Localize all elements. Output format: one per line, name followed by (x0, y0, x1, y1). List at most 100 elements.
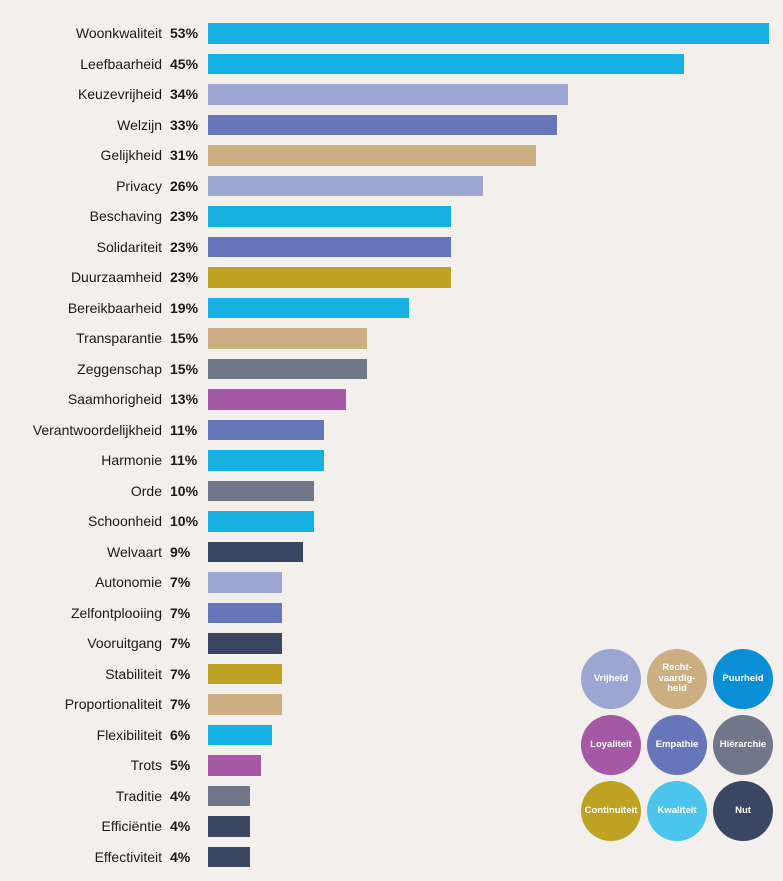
bar-row: Keuzevrijheid34% (0, 79, 783, 110)
bar-label: Privacy (0, 178, 170, 194)
bar-track (208, 842, 783, 873)
bar-fill (208, 389, 346, 410)
bar-track (208, 384, 783, 415)
bar-label: Flexibiliteit (0, 727, 170, 743)
bar-fill (208, 481, 314, 502)
bar-row: Welzijn33% (0, 110, 783, 141)
bar-row: Transparantie15% (0, 323, 783, 354)
bar-row: Saamhorigheid13% (0, 384, 783, 415)
bar-label: Autonomie (0, 574, 170, 590)
bar-track (208, 415, 783, 446)
bar-track (208, 537, 783, 568)
bar-track (208, 506, 783, 537)
bar-label: Welzijn (0, 117, 170, 133)
bar-track (208, 171, 783, 202)
bar-track (208, 445, 783, 476)
bar-row: Harmonie11% (0, 445, 783, 476)
bar-value: 11% (170, 452, 208, 468)
legend-item: Loyaliteit (581, 715, 641, 775)
bar-label: Keuzevrijheid (0, 86, 170, 102)
bar-fill (208, 633, 282, 654)
bar-value: 26% (170, 178, 208, 194)
bar-track (208, 232, 783, 263)
bar-fill (208, 786, 250, 807)
bar-value: 4% (170, 818, 208, 834)
bar-label: Bereikbaarheid (0, 300, 170, 316)
bar-fill (208, 54, 684, 75)
legend-item: Continuïteit (581, 781, 641, 841)
bar-fill (208, 267, 451, 288)
bar-row: Duurzaamheid23% (0, 262, 783, 293)
bar-row: Privacy26% (0, 171, 783, 202)
legend-item: Kwaliteit (647, 781, 707, 841)
bar-row: Zelfontplooiing7% (0, 598, 783, 629)
bar-track (208, 49, 783, 80)
bar-value: 7% (170, 605, 208, 621)
bar-fill (208, 603, 282, 624)
bar-value: 19% (170, 300, 208, 316)
bar-label: Verantwoordelijkheid (0, 422, 170, 438)
bar-fill (208, 84, 568, 105)
bar-value: 23% (170, 269, 208, 285)
bar-row: Zeggenschap15% (0, 354, 783, 385)
bar-fill (208, 694, 282, 715)
bar-value: 10% (170, 483, 208, 499)
bar-label: Efficiëntie (0, 818, 170, 834)
bar-label: Duurzaamheid (0, 269, 170, 285)
bar-value: 6% (170, 727, 208, 743)
bar-fill (208, 450, 324, 471)
bar-label: Schoonheid (0, 513, 170, 529)
bar-value: 23% (170, 239, 208, 255)
bar-track (208, 79, 783, 110)
legend-item: Empathie (647, 715, 707, 775)
bar-fill (208, 420, 324, 441)
bar-row: Autonomie7% (0, 567, 783, 598)
bar-fill (208, 176, 483, 197)
bar-value: 45% (170, 56, 208, 72)
bar-value: 53% (170, 25, 208, 41)
bar-row: Bereikbaarheid19% (0, 293, 783, 324)
bar-track (208, 201, 783, 232)
bar-value: 23% (170, 208, 208, 224)
legend-item: Puurheid (713, 649, 773, 709)
bar-value: 7% (170, 666, 208, 682)
bar-fill (208, 298, 409, 319)
bar-fill (208, 359, 367, 380)
bar-fill (208, 664, 282, 685)
bar-value: 34% (170, 86, 208, 102)
bar-row: Beschaving23% (0, 201, 783, 232)
bar-label: Transparantie (0, 330, 170, 346)
bar-row: Orde10% (0, 476, 783, 507)
bar-row: Effectiviteit4% (0, 842, 783, 873)
bar-fill (208, 816, 250, 837)
bar-track (208, 354, 783, 385)
bar-value: 13% (170, 391, 208, 407)
bar-value: 11% (170, 422, 208, 438)
bar-fill (208, 23, 769, 44)
bar-fill (208, 725, 272, 746)
bar-value: 4% (170, 849, 208, 865)
bar-fill (208, 542, 303, 563)
bar-fill (208, 328, 367, 349)
bar-fill (208, 237, 451, 258)
bar-label: Woonkwaliteit (0, 25, 170, 41)
bar-value: 9% (170, 544, 208, 560)
bar-track (208, 567, 783, 598)
bar-label: Proportionaliteit (0, 696, 170, 712)
bar-value: 33% (170, 117, 208, 133)
bar-label: Stabiliteit (0, 666, 170, 682)
bar-fill (208, 206, 451, 227)
bar-track (208, 598, 783, 629)
bar-label: Zelfontplooiing (0, 605, 170, 621)
legend-item: Nut (713, 781, 773, 841)
legend-item: Vrijheid (581, 649, 641, 709)
bar-row: Gelijkheid31% (0, 140, 783, 171)
bar-label: Orde (0, 483, 170, 499)
bar-row: Woonkwaliteit53% (0, 18, 783, 49)
bar-row: Solidariteit23% (0, 232, 783, 263)
bar-value: 7% (170, 696, 208, 712)
legend-item: Recht-vaardig-heid (647, 649, 707, 709)
bar-track (208, 323, 783, 354)
bar-label: Traditie (0, 788, 170, 804)
bar-fill (208, 145, 536, 166)
